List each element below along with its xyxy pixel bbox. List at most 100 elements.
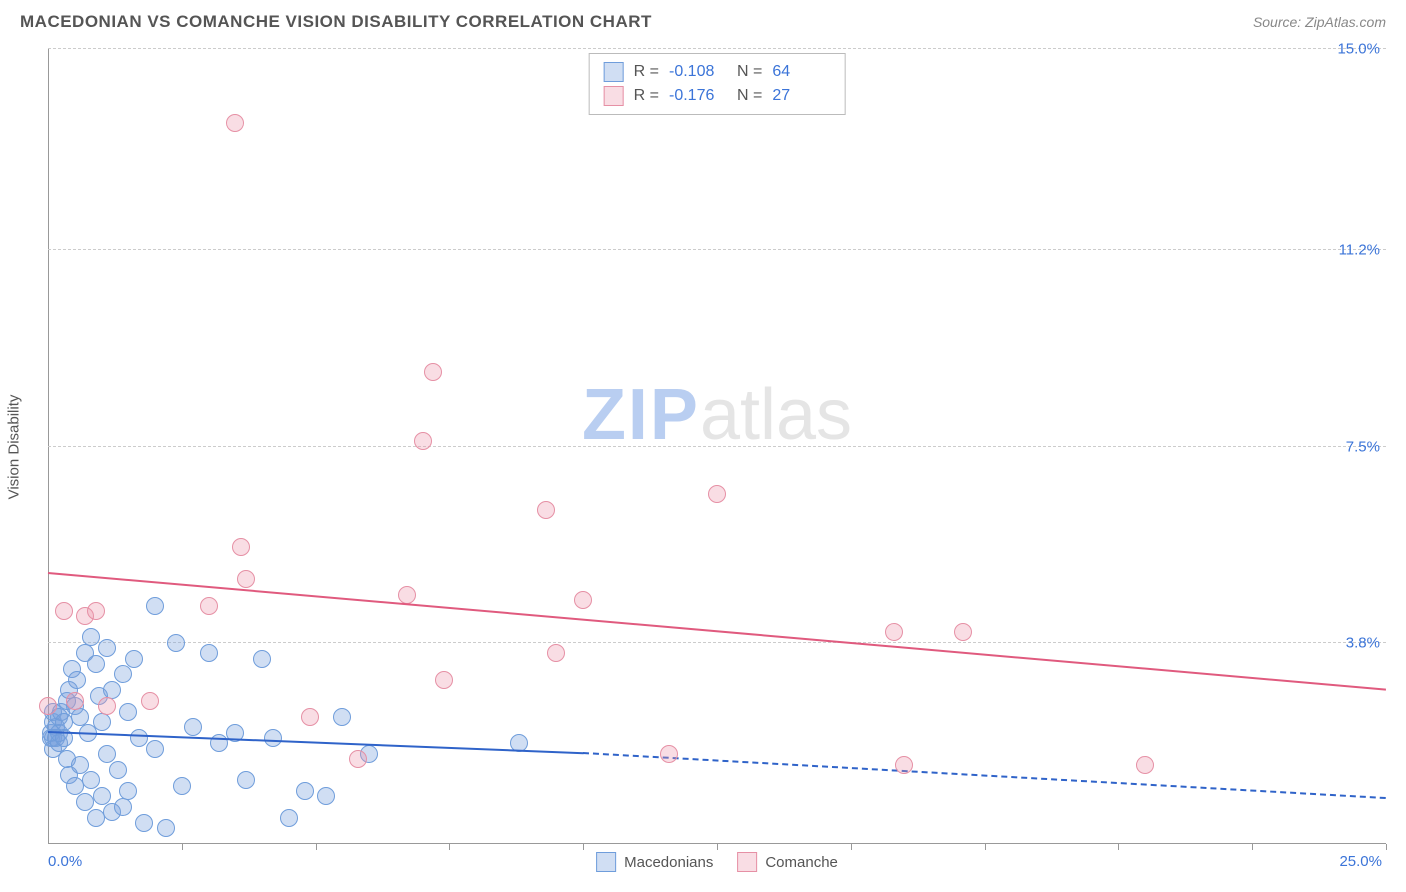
data-point (146, 597, 164, 615)
x-tick (1252, 844, 1253, 850)
series-legend: Macedonians Comanche (596, 852, 838, 872)
legend-row: R =-0.108N =64 (604, 60, 831, 84)
data-point (660, 745, 678, 763)
y-tick-label: 11.2% (1339, 242, 1380, 259)
x-tick (449, 844, 450, 850)
data-point (130, 729, 148, 747)
gridline (48, 446, 1386, 447)
data-point (301, 708, 319, 726)
data-point (253, 650, 271, 668)
legend-label: Macedonians (624, 854, 713, 871)
x-tick (717, 844, 718, 850)
legend-swatch (604, 62, 624, 82)
x-tick (1118, 844, 1119, 850)
r-label: R = (634, 63, 659, 81)
data-point (200, 597, 218, 615)
data-point (82, 771, 100, 789)
data-point (125, 650, 143, 668)
watermark-atlas: atlas (700, 375, 852, 455)
data-point (537, 501, 555, 519)
data-point (173, 777, 191, 795)
y-tick-label: 15.0% (1337, 41, 1380, 58)
n-label: N = (737, 63, 762, 81)
trend-line-dashed (583, 752, 1386, 799)
data-point (184, 718, 202, 736)
gridline (48, 642, 1386, 643)
legend-swatch (737, 852, 757, 872)
data-point (119, 703, 137, 721)
data-point (157, 819, 175, 837)
data-point (237, 771, 255, 789)
x-tick (1386, 844, 1387, 850)
data-point (296, 782, 314, 800)
data-point (435, 671, 453, 689)
data-point (119, 782, 137, 800)
watermark-zip: ZIP (582, 375, 700, 455)
data-point (93, 787, 111, 805)
scatter-chart: Vision Disability 0.0% 25.0% ZIPatlas R … (48, 48, 1386, 844)
data-point (87, 655, 105, 673)
data-point (146, 740, 164, 758)
data-point (98, 639, 116, 657)
x-tick (985, 844, 986, 850)
trend-line (48, 572, 1386, 691)
data-point (547, 644, 565, 662)
legend-label: Comanche (765, 854, 838, 871)
data-point (414, 432, 432, 450)
data-point (232, 538, 250, 556)
data-point (114, 798, 132, 816)
data-point (317, 787, 335, 805)
x-origin-label: 0.0% (48, 853, 82, 870)
x-tick (851, 844, 852, 850)
data-point (708, 485, 726, 503)
y-axis-label: Vision Disability (6, 394, 23, 499)
x-tick (583, 844, 584, 850)
r-value: -0.176 (669, 87, 727, 105)
source-label: Source: ZipAtlas.com (1253, 14, 1386, 30)
legend-swatch (604, 86, 624, 106)
data-point (424, 363, 442, 381)
y-tick-label: 3.8% (1346, 634, 1380, 651)
x-tick (182, 844, 183, 850)
data-point (87, 602, 105, 620)
data-point (98, 745, 116, 763)
data-point (68, 671, 86, 689)
data-point (885, 623, 903, 641)
data-point (226, 114, 244, 132)
x-tick (316, 844, 317, 850)
data-point (135, 814, 153, 832)
data-point (71, 756, 89, 774)
y-tick-label: 7.5% (1346, 438, 1380, 455)
data-point (264, 729, 282, 747)
correlation-legend: R =-0.108N =64R =-0.176N =27 (589, 53, 846, 115)
data-point (93, 713, 111, 731)
watermark: ZIPatlas (582, 374, 852, 456)
n-value: 27 (772, 87, 830, 105)
data-point (109, 761, 127, 779)
legend-item: Comanche (737, 852, 838, 872)
data-point (574, 591, 592, 609)
n-label: N = (737, 87, 762, 105)
data-point (398, 586, 416, 604)
gridline (48, 48, 1386, 49)
data-point (1136, 756, 1154, 774)
chart-title: MACEDONIAN VS COMANCHE VISION DISABILITY… (20, 12, 652, 32)
data-point (66, 692, 84, 710)
legend-swatch (596, 852, 616, 872)
r-label: R = (634, 87, 659, 105)
data-point (954, 623, 972, 641)
data-point (114, 665, 132, 683)
data-point (349, 750, 367, 768)
data-point (141, 692, 159, 710)
x-max-label: 25.0% (1339, 853, 1382, 870)
legend-row: R = -0.176 N = 27 (604, 84, 831, 108)
data-point (237, 570, 255, 588)
data-point (333, 708, 351, 726)
data-point (98, 697, 116, 715)
data-point (82, 628, 100, 646)
trend-line (48, 731, 583, 754)
data-point (280, 809, 298, 827)
data-point (39, 697, 57, 715)
r-value: -0.108 (669, 63, 727, 81)
data-point (200, 644, 218, 662)
